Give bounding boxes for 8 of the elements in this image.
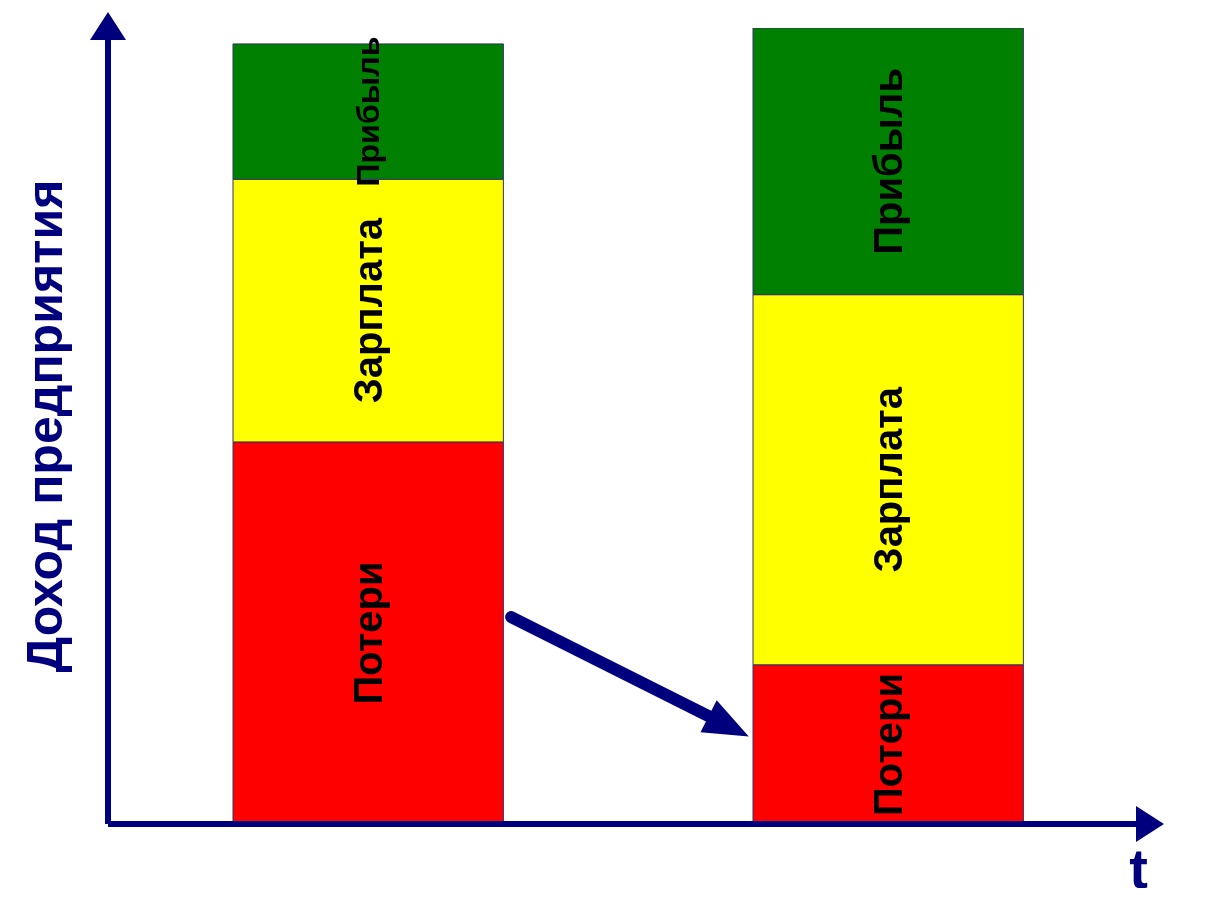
series-label: Потери — [866, 672, 911, 816]
series-label: Прибыль — [350, 36, 387, 187]
text: Потери — [346, 561, 391, 705]
x-axis-title: t — [1129, 837, 1148, 900]
text: Прибыль — [866, 68, 911, 255]
text: Зарплата — [866, 387, 911, 573]
series-label: Зарплата — [346, 217, 391, 404]
y-axis-title: Доход предприятия — [16, 179, 73, 673]
